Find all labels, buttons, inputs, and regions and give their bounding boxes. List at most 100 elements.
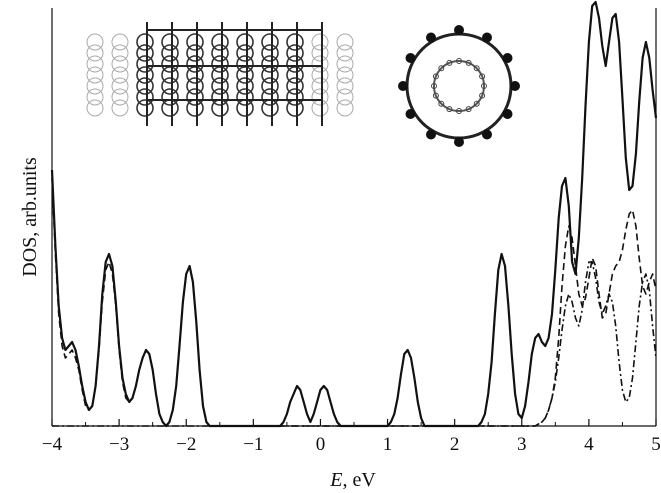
inset-atom	[454, 137, 464, 147]
inset-ring	[136, 66, 154, 84]
inset-atom	[431, 83, 437, 89]
inset-ring	[211, 88, 229, 106]
inset-ring	[261, 44, 279, 62]
inset-atom	[479, 92, 486, 99]
inset-ring	[311, 55, 329, 73]
inset-ring	[336, 44, 354, 62]
series-line-dashed	[51, 177, 657, 427]
inset-ring	[136, 33, 154, 51]
x-axis-label: E, eV	[329, 469, 376, 491]
series-line-solid	[50, 0, 658, 428]
inset-ring	[311, 44, 329, 62]
inset-ring	[311, 33, 329, 51]
x-axis-label-symbol: E	[329, 469, 342, 491]
nanotube-side-view-image	[86, 22, 354, 126]
inset-ring	[261, 88, 279, 106]
inset-ring	[236, 77, 254, 95]
inset-ring	[111, 33, 129, 51]
x-tick-label: 4	[584, 434, 594, 455]
x-tick-label: −1	[243, 434, 263, 455]
inset-atom	[482, 32, 492, 43]
inset-ring	[236, 88, 254, 106]
x-tick-label: 5	[651, 434, 661, 455]
inset-atom	[426, 129, 436, 140]
inset-atom	[446, 106, 453, 113]
inset-atom	[502, 53, 513, 63]
inset-atom	[398, 81, 408, 91]
inset-ring	[211, 55, 229, 73]
inset-ring	[111, 88, 129, 106]
inset-atom	[405, 53, 416, 63]
inset-atom	[438, 65, 445, 72]
plot-series	[50, 0, 658, 428]
inset-ring	[86, 88, 104, 106]
inset-ring	[86, 33, 104, 51]
inset-ring	[261, 55, 279, 73]
series-line-dash-dot	[52, 261, 657, 427]
x-axis-label-unit: , eV	[342, 469, 376, 491]
x-tick-label: 2	[450, 434, 460, 455]
inset-ring	[111, 44, 129, 62]
inset-atom	[432, 73, 439, 80]
inset-ring	[136, 55, 154, 73]
inset-ring	[336, 55, 354, 73]
inset-ring	[261, 33, 279, 51]
inset-atom	[502, 109, 513, 119]
inset-ring	[161, 44, 179, 62]
inset-ring	[261, 99, 279, 117]
inset-ring	[186, 88, 204, 106]
inset-atom	[481, 83, 487, 89]
inset-inner-ring	[433, 60, 485, 112]
inset-ring	[161, 77, 179, 95]
inset-ring	[261, 77, 279, 95]
inset-ring	[211, 77, 229, 95]
inset-ring	[136, 44, 154, 62]
inset-outer-ring	[405, 32, 513, 140]
inset-ring	[236, 55, 254, 73]
inset-ring	[186, 44, 204, 62]
x-tick-label: −4	[42, 434, 63, 455]
x-tick-label: 3	[517, 434, 527, 455]
inset-atom	[405, 109, 416, 119]
inset-ring	[286, 55, 304, 73]
x-tick-label: −3	[109, 434, 129, 455]
inset-ring	[186, 77, 204, 95]
inset-atom	[456, 108, 462, 114]
inset-ring	[286, 33, 304, 51]
inset-ring	[86, 44, 104, 62]
inset-ring	[311, 88, 329, 106]
x-axis: −4 −3 −2 −1 0 1 2 3 4 5	[42, 419, 661, 455]
inset-ring	[186, 33, 204, 51]
inset-ring	[136, 77, 154, 95]
inset-atom	[482, 129, 492, 140]
inset-ring	[236, 44, 254, 62]
inset-ring	[336, 99, 354, 117]
inset-atom	[426, 32, 436, 43]
x-tick-label: −2	[176, 434, 196, 455]
inset-ring	[286, 99, 304, 117]
inset-ring	[336, 33, 354, 51]
inset-atom	[438, 100, 445, 107]
inset-ring	[161, 55, 179, 73]
inset-ring	[86, 77, 104, 95]
inset-ring	[236, 33, 254, 51]
inset-ring	[86, 66, 104, 84]
inset-atom	[432, 92, 439, 99]
inset-ring	[211, 99, 229, 117]
nanotube-cross-section-image	[398, 25, 520, 147]
inset-ring	[111, 99, 129, 117]
inset-ring	[86, 99, 104, 117]
inset-ring	[111, 55, 129, 73]
inset-atom	[456, 58, 462, 64]
inset-ring	[111, 77, 129, 95]
inset-atom	[479, 73, 486, 80]
inset-ring	[336, 88, 354, 106]
inset-atom	[473, 65, 480, 72]
inset-ring	[86, 55, 104, 73]
inset-ring	[211, 44, 229, 62]
inset-atom	[465, 59, 472, 66]
inset-atom	[510, 81, 520, 91]
inset-ring	[236, 99, 254, 117]
inset-ring	[161, 33, 179, 51]
inset-ring	[111, 66, 129, 84]
